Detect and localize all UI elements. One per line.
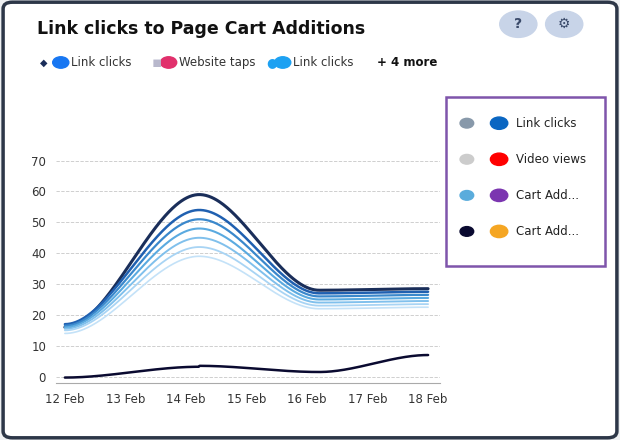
Text: ◆: ◆ bbox=[40, 58, 48, 67]
Text: ●: ● bbox=[267, 56, 278, 69]
Text: Website taps: Website taps bbox=[179, 56, 255, 69]
Text: Cart Add...: Cart Add... bbox=[516, 189, 580, 202]
Text: ▪: ▪ bbox=[152, 55, 162, 70]
Text: Video views: Video views bbox=[516, 153, 587, 166]
Text: Link clicks: Link clicks bbox=[293, 56, 353, 69]
Text: Link clicks: Link clicks bbox=[71, 56, 131, 69]
Text: ⚙: ⚙ bbox=[558, 17, 570, 31]
Text: ?: ? bbox=[514, 17, 523, 31]
Text: + 4 more: + 4 more bbox=[377, 56, 437, 69]
Text: Link clicks: Link clicks bbox=[516, 117, 577, 130]
Text: Cart Add...: Cart Add... bbox=[516, 225, 580, 238]
Text: Link clicks to Page Cart Additions: Link clicks to Page Cart Additions bbox=[37, 20, 365, 38]
